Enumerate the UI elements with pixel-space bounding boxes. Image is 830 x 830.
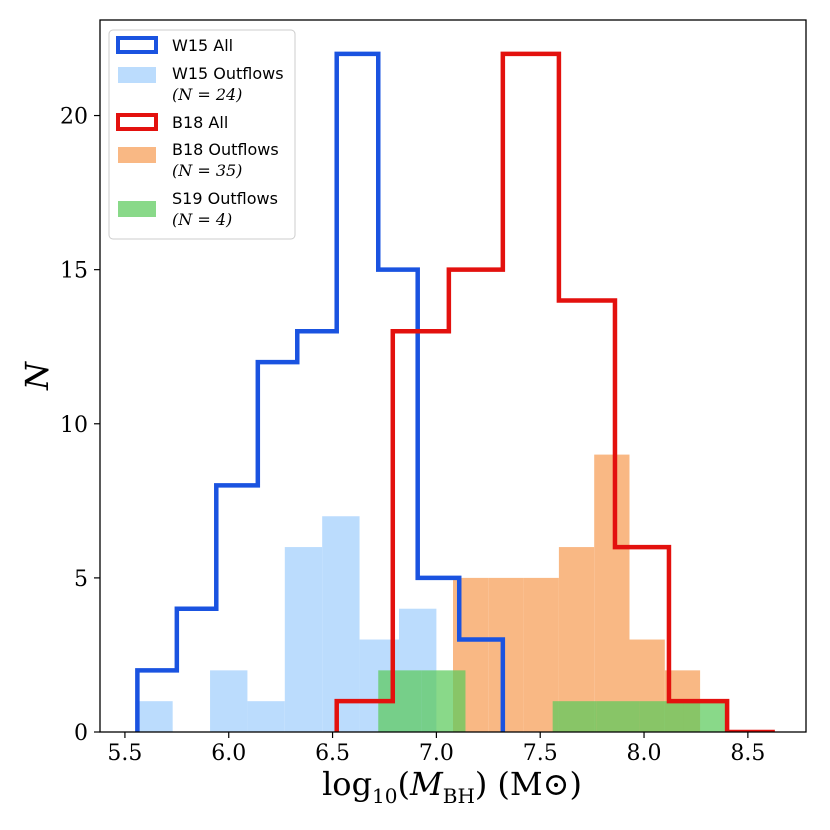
- bar-s19-outflows-4: [552, 701, 597, 732]
- legend-swatch-s19-outflows: [118, 201, 156, 217]
- x-axis-ticks: 5.5 6.0 6.5 7.0 7.5 8.0 8.5: [107, 732, 765, 766]
- bar-w15-outflows-0: [135, 701, 173, 732]
- bar-w15-outflows-4: [284, 547, 323, 732]
- x-tick-label: 6.5: [315, 741, 350, 766]
- step-b18-all: [334, 51, 775, 732]
- bar-w15-outflows-5: [322, 516, 360, 732]
- bar-b18-outflows-1: [488, 577, 524, 732]
- bar-w15-outflows-2: [210, 670, 248, 732]
- legend: W15 All W15 Outflows (N = 24) B18 All B1…: [108, 29, 296, 240]
- y-tick-label: 5: [74, 567, 88, 592]
- y-axis-ticks: 0 5 10 15 20: [60, 105, 100, 746]
- y-tick-label: 0: [74, 721, 88, 746]
- legend-swatch-b18-outflows: [118, 147, 156, 163]
- y-tick-label: 20: [60, 105, 88, 130]
- x-tick-label: 7.0: [419, 741, 454, 766]
- legend-label-b18-outflows: B18 Outflows: [172, 140, 279, 159]
- legend-swatch-w15-all: [116, 36, 158, 54]
- x-title-var-sub: BH: [443, 784, 475, 808]
- x-tick-label: 6.0: [211, 741, 246, 766]
- x-tick-label: 8.5: [730, 741, 765, 766]
- bar-s19-outflows-7: [683, 701, 726, 732]
- bar-s19-outflows-5: [596, 701, 640, 732]
- y-tick-label: 15: [60, 259, 88, 284]
- bar-s19-outflows-1: [421, 670, 466, 732]
- x-axis-title: log10(MBH) (M⊙): [322, 765, 582, 808]
- legend-sub-w15-outflows: (N = 24): [172, 85, 242, 104]
- legend-sub-b18-outflows: (N = 35): [172, 161, 242, 180]
- y-tick-label: 10: [60, 413, 88, 438]
- x-title-var: M: [409, 765, 444, 803]
- x-title-paren-open: (: [398, 765, 410, 803]
- filled-histograms: [135, 454, 726, 732]
- bar-b18-outflows-4: [594, 454, 630, 732]
- legend-label-w15-outflows: W15 Outflows: [172, 64, 284, 83]
- x-title-log: log: [322, 765, 372, 803]
- legend-label-w15-all: W15 All: [172, 36, 233, 55]
- bar-s19-outflows-6: [639, 701, 684, 732]
- x-tick-label: 7.5: [523, 741, 558, 766]
- legend-label-s19-outflows: S19 Outflows: [172, 189, 278, 208]
- x-tick-label: 8.0: [627, 741, 662, 766]
- bar-w15-outflows-3: [247, 701, 285, 732]
- x-title-unit: (M⊙): [497, 765, 582, 803]
- legend-label-b18-all: B18 All: [172, 113, 228, 132]
- legend-swatch-b18-all: [116, 113, 158, 131]
- x-title-log-base: 10: [372, 784, 397, 808]
- legend-sub-s19-outflows: (N = 4): [172, 210, 232, 229]
- x-tick-label: 5.5: [107, 741, 142, 766]
- legend-swatch-w15-outflows: [118, 67, 156, 83]
- plot-frame: [99, 19, 807, 733]
- x-title-paren-close: ): [475, 765, 487, 803]
- y-axis-title: N: [18, 361, 56, 391]
- step-w15-all: [135, 51, 506, 732]
- step-histograms: [135, 51, 775, 732]
